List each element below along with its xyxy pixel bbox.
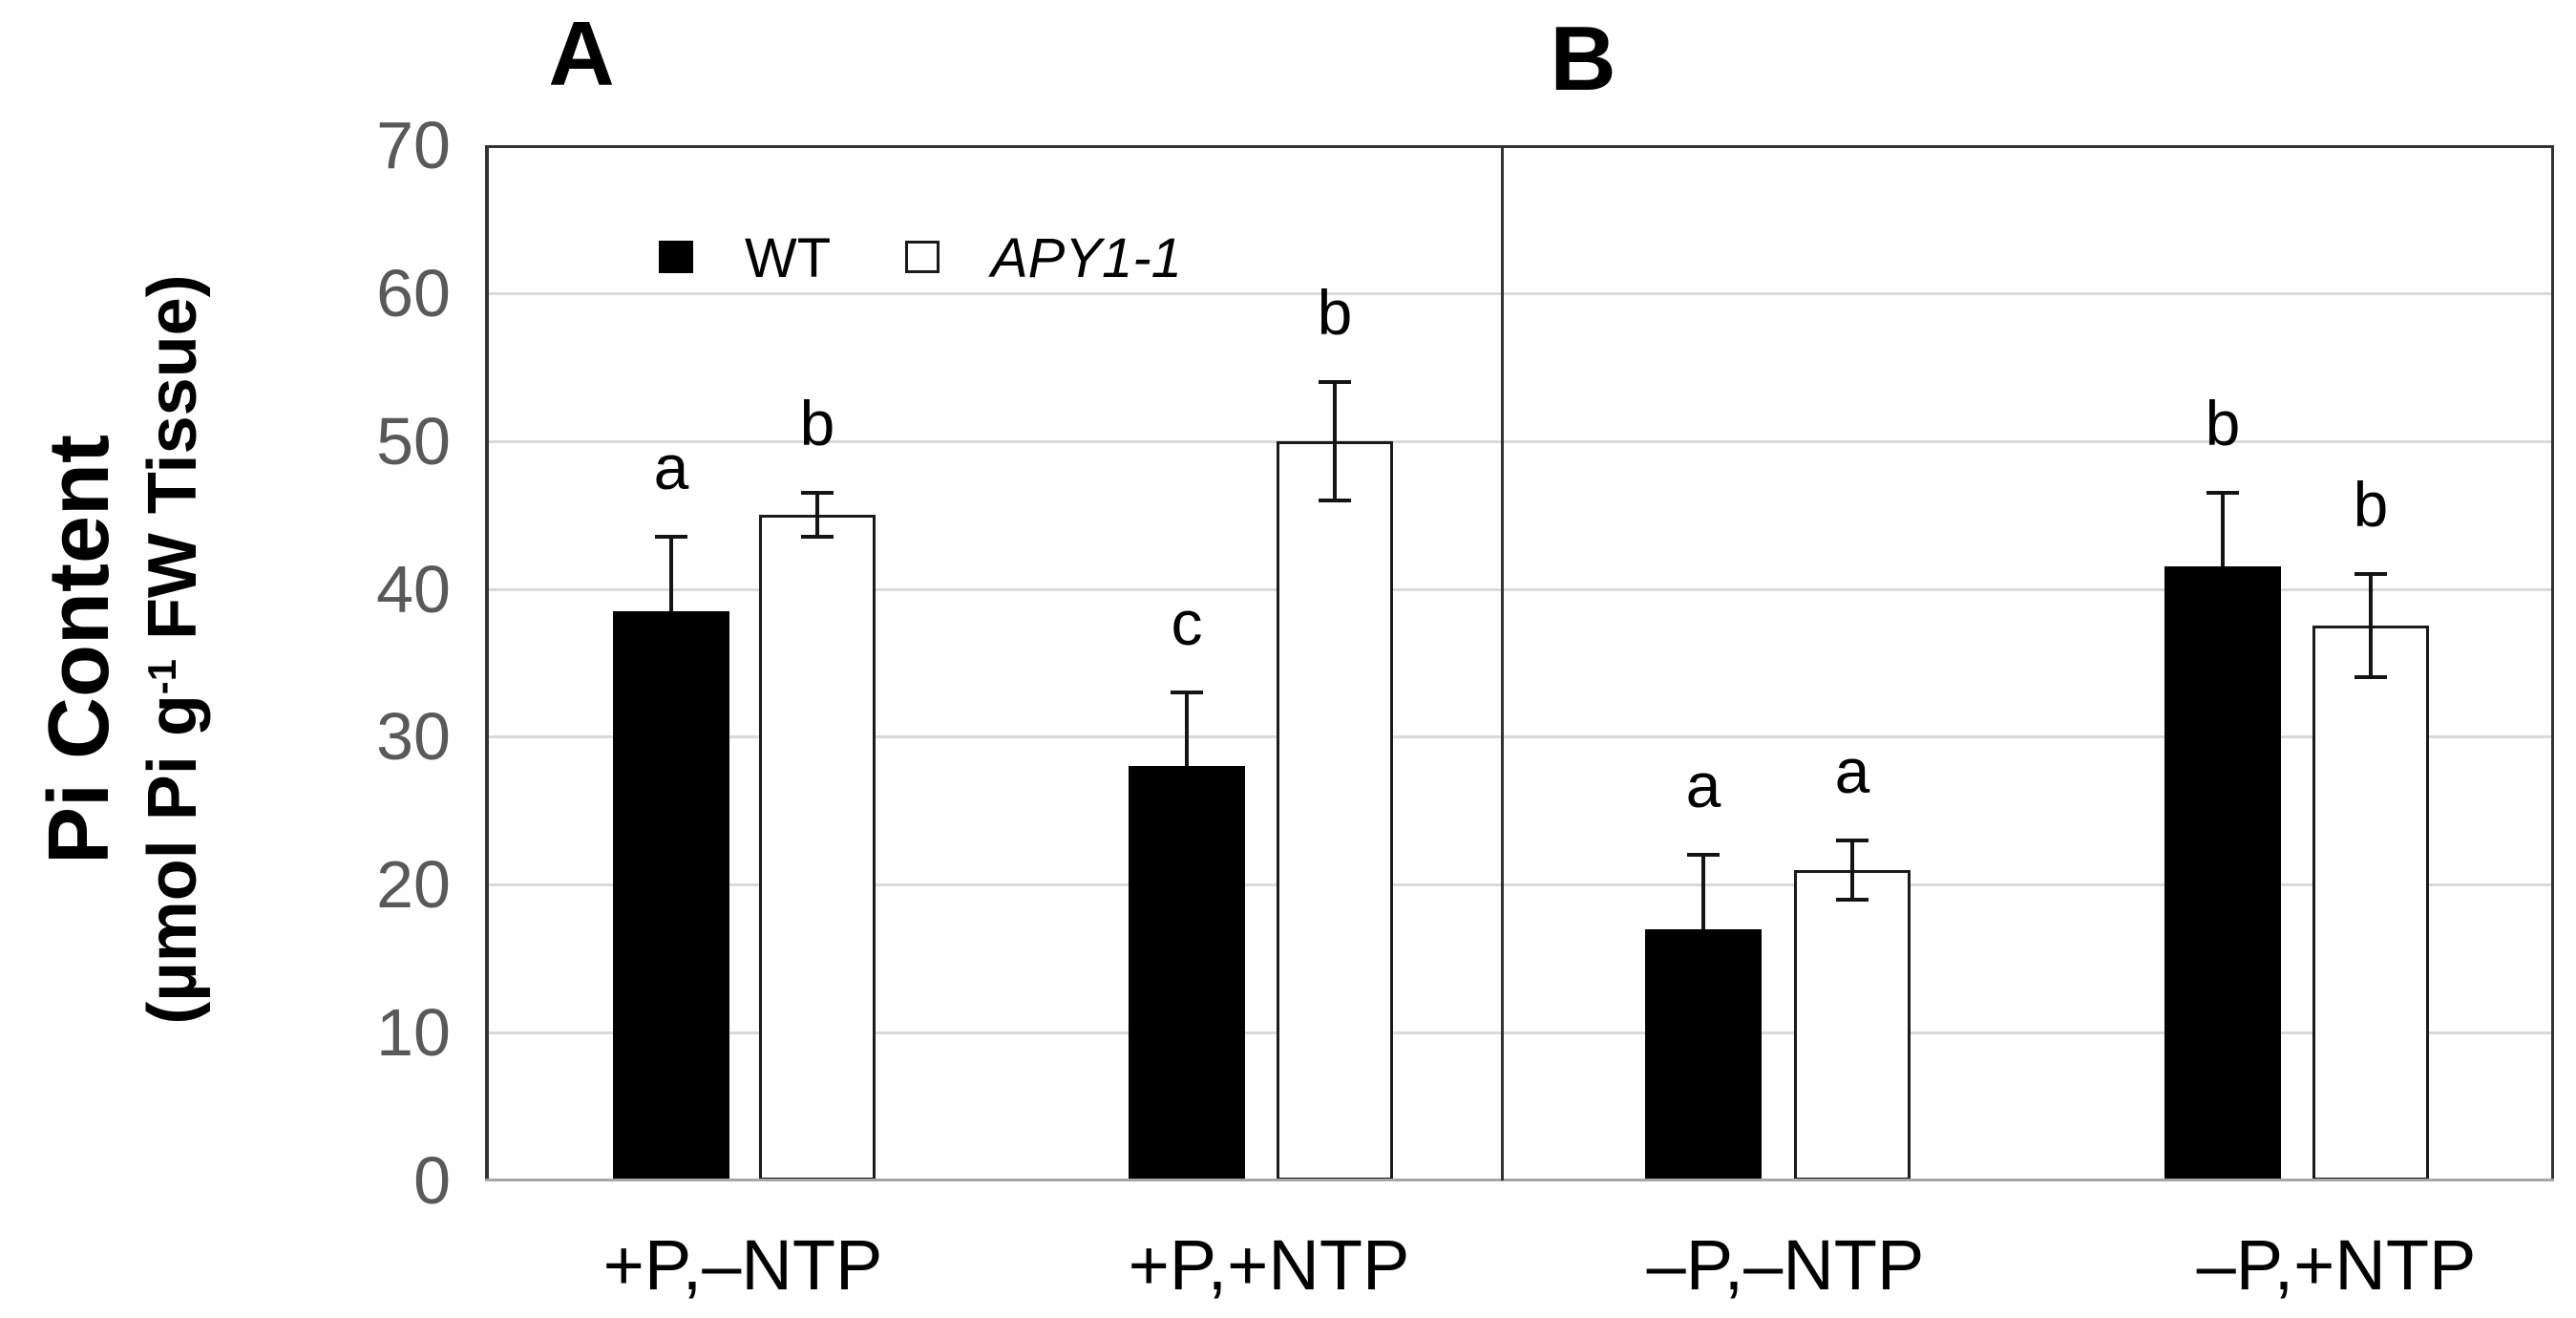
error-bar — [2369, 574, 2373, 678]
plot-border-right — [2551, 145, 2554, 1180]
y-axis-title-line2: (µmol Pi g-1 FW Tissue) — [129, 124, 226, 1175]
error-cap-top — [1171, 690, 1203, 694]
bar-wt — [1645, 928, 1762, 1180]
y-gridline — [485, 587, 2554, 591]
y-axis-title-line1: Pi Content — [32, 435, 127, 864]
panel-label-b: B — [1550, 8, 1616, 110]
y-tick-label: 0 — [413, 1143, 451, 1218]
y-gridline — [485, 1031, 2554, 1035]
significance-letter: a — [653, 432, 689, 503]
y-gridline — [485, 883, 2554, 887]
x-axis-line — [485, 1179, 2554, 1181]
y-tick-label: 40 — [376, 551, 451, 627]
significance-letter: b — [2353, 469, 2389, 541]
error-bar — [1185, 691, 1189, 767]
plot-border-top — [485, 145, 2554, 148]
y-gridline — [485, 291, 2554, 295]
legend-label-apy1-1: APY1-1 — [991, 227, 1182, 289]
y-tick-label: 30 — [376, 699, 451, 775]
error-cap-top — [1687, 853, 1720, 858]
panel-label-a: A — [548, 3, 615, 105]
y-axis-title: Pi Content (µmol Pi g-1 FW Tissue) — [30, 124, 224, 1175]
y-gridline — [485, 735, 2554, 739]
bar-apy1-1 — [1277, 440, 1393, 1180]
y-axis-line — [485, 145, 489, 1180]
legend-label-wt: WT — [745, 227, 832, 289]
x-category-label: +P,–NTP — [602, 1225, 883, 1305]
error-cap-bottom — [801, 535, 834, 540]
error-bar — [669, 537, 673, 611]
error-cap-bottom — [1836, 897, 1869, 902]
x-category-label: +P,+NTP — [1128, 1225, 1410, 1305]
x-category-label: –P,+NTP — [2196, 1225, 2477, 1305]
error-cap-top — [801, 490, 834, 495]
significance-letter: b — [799, 387, 835, 458]
significance-letter: a — [1834, 734, 1870, 806]
error-cap-top — [2206, 490, 2239, 495]
y-gridline — [485, 439, 2554, 443]
bar-wt — [2164, 566, 2281, 1180]
legend-swatch-wt — [659, 241, 693, 273]
error-bar — [1333, 381, 1337, 500]
bar-apy1-1 — [1794, 869, 1911, 1180]
significance-letter: b — [2205, 387, 2241, 458]
error-cap-top — [655, 535, 687, 540]
error-cap-bottom — [2354, 675, 2387, 680]
error-cap-top — [1319, 379, 1351, 384]
significance-letter: b — [1317, 276, 1353, 348]
y-axis-title-superscript: -1 — [139, 659, 185, 695]
error-bar — [815, 492, 819, 538]
panel-divider — [1501, 145, 1504, 1180]
error-cap-bottom — [1319, 498, 1351, 502]
y-tick-label: 10 — [376, 995, 451, 1071]
y-tick-label: 70 — [376, 108, 451, 182]
bar-wt — [613, 610, 729, 1180]
y-axis-title-line2-post: FW Tissue) — [135, 274, 211, 660]
significance-letter: a — [1685, 750, 1721, 821]
y-tick-label: 50 — [376, 403, 451, 478]
x-category-label: –P,–NTP — [1646, 1225, 1925, 1305]
bar-apy1-1 — [2312, 626, 2429, 1180]
legend-swatch-apy1-1 — [905, 241, 940, 273]
y-axis-title-line2-pre: (µmol Pi g — [135, 694, 211, 1025]
significance-letter: c — [1171, 586, 1203, 658]
error-bar — [1701, 855, 1705, 929]
error-bar — [1850, 840, 1854, 900]
bar-apy1-1 — [759, 515, 876, 1180]
y-tick-label: 20 — [376, 847, 451, 923]
bar-wt — [1129, 766, 1245, 1180]
y-tick-label: 60 — [376, 255, 451, 330]
error-bar — [2221, 492, 2225, 567]
error-cap-top — [2354, 572, 2387, 577]
error-cap-top — [1836, 838, 1869, 842]
